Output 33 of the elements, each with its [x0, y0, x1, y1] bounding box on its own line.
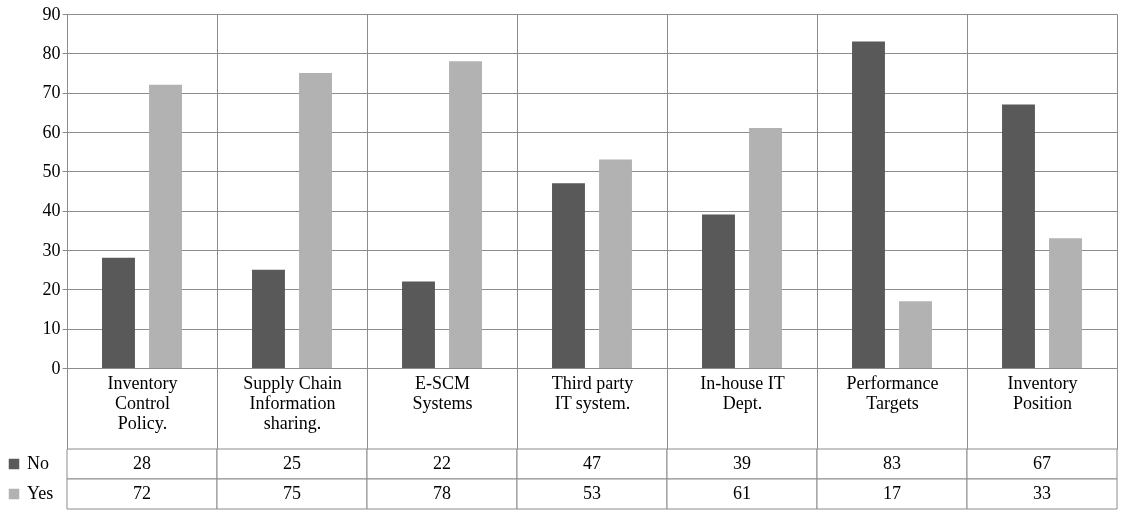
data-label: 39 — [733, 453, 751, 473]
y-tick-label: 20 — [42, 278, 61, 299]
x-tick-label: E-SCM Systems — [412, 372, 473, 413]
data-label: 61 — [733, 483, 751, 503]
data-label: 67 — [1033, 453, 1051, 473]
x-tick-label: Performance Targets — [846, 372, 939, 413]
x-tick-label: In-house IT Dept. — [700, 372, 785, 413]
y-tick-label: 80 — [42, 42, 61, 63]
y-tick-label: 50 — [42, 160, 61, 181]
data-label: 22 — [433, 453, 451, 473]
legend-label: No — [27, 453, 49, 473]
data-label: 47 — [583, 453, 601, 473]
data-label: 33 — [1033, 483, 1051, 503]
x-tick-label: Supply Chain Information sharing. — [243, 372, 342, 433]
y-tick-label: 60 — [42, 121, 61, 142]
data-label: 72 — [133, 483, 151, 503]
legend-label: Yes — [27, 483, 54, 503]
y-tick-label: 90 — [42, 3, 61, 24]
x-tick-label: Inventory Control Policy. — [107, 372, 178, 433]
x-tick-label: Inventory Position — [1007, 372, 1078, 413]
y-tick-label: 40 — [42, 200, 61, 221]
y-tick-label: 10 — [42, 318, 61, 339]
data-label: 28 — [133, 453, 151, 473]
data-label: 53 — [583, 483, 601, 503]
y-tick-label: 0 — [51, 357, 61, 378]
data-label: 17 — [883, 483, 901, 503]
y-tick-label: 30 — [42, 239, 61, 260]
y-tick-label: 70 — [42, 82, 61, 103]
data-label: 25 — [283, 453, 301, 473]
data-label: 75 — [283, 483, 301, 503]
data-label: 83 — [883, 453, 901, 473]
data-label: 78 — [433, 483, 451, 503]
x-tick-label: Third party IT system. — [551, 372, 634, 413]
